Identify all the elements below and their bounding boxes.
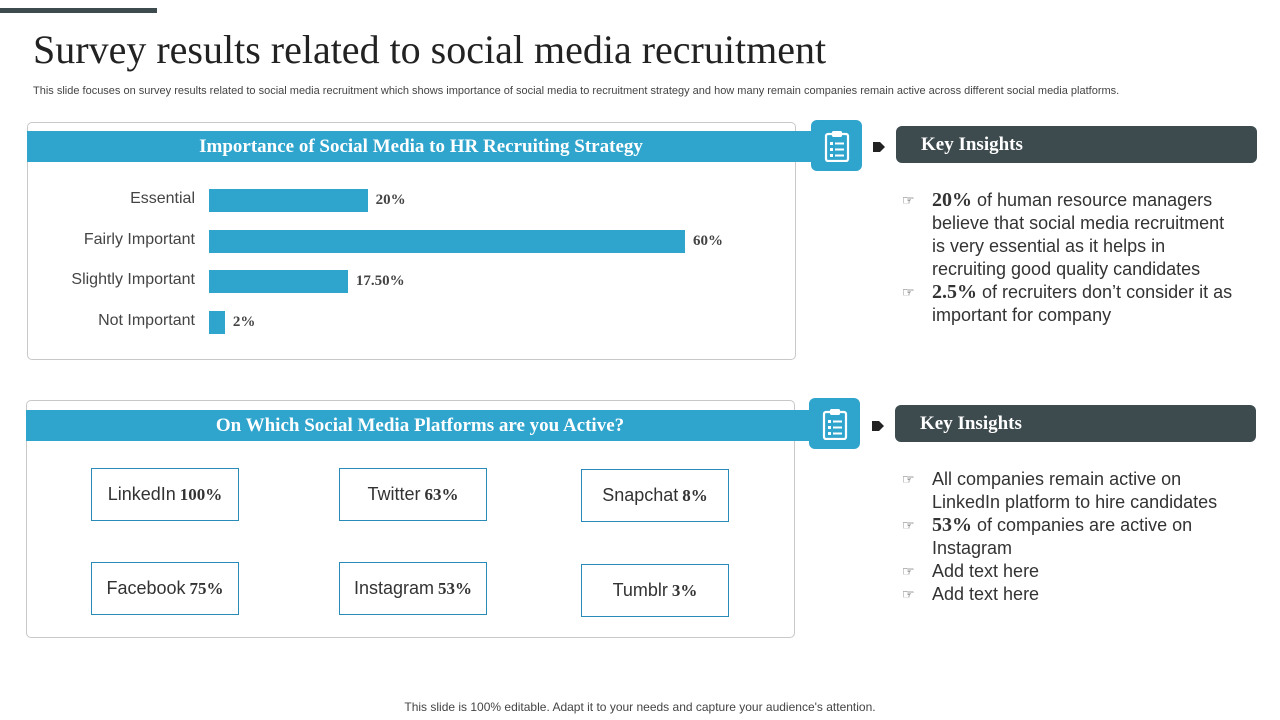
page-title: Survey results related to social media r… [33,27,827,72]
bar-value-label: 60% [693,232,723,249]
insight-item: ☞ Add text here [902,560,1242,583]
insight-text: of companies are active on Instagram [932,515,1193,558]
platform-value: 63% [424,484,459,504]
platform-value: 3% [671,580,698,600]
insight-item: ☞ Add text here [902,583,1242,606]
pointing-hand-icon: ☞ [902,192,915,208]
bar [209,310,225,334]
insight-item: ☞ 53% of companies are active on Instagra… [902,514,1242,560]
insight-highlight: 20% [932,189,972,211]
insight-highlight: 53% [932,514,972,536]
platform-box-facebook: Facebook 75% [91,562,239,615]
arrow-right-icon [873,142,885,152]
bar-value-label: 2% [232,313,256,330]
platform-name: Instagram [353,578,435,598]
platform-value: 53% [438,578,473,598]
insight-item: ☞ 2.5% of recruiters don’t consider it as… [902,281,1242,327]
platform-name: Facebook [106,578,186,598]
key-insights-heading-2: Key Insights [895,405,1256,442]
key-insights-heading-1: Key Insights [896,126,1257,163]
platform-name: Twitter [367,484,421,504]
pointing-hand-icon: ☞ [902,586,915,602]
pointing-hand-icon: ☞ [902,563,915,579]
pointing-hand-icon: ☞ [902,517,915,533]
page-subtitle: This slide focuses on survey results rel… [33,85,1120,97]
platform-box-instagram: Instagram 53% [339,562,487,615]
platform-box-tumblr: Tumblr 3% [581,564,729,617]
pointing-hand-icon: ☞ [902,471,915,487]
bar-category-label: Slightly Important [71,271,195,288]
insight-item: ☞ 20% of human resource managers believe … [902,189,1242,281]
importance-chart-banner: Importance of Social Media to HR Recruit… [27,131,815,162]
platform-value: 100% [179,484,223,504]
top-accent-bar [0,8,157,13]
insight-item: ☞ All companies remain active on LinkedIn… [902,468,1242,514]
platform-value: 75% [189,578,224,598]
bar-category-label: Not Important [98,311,195,329]
insight-text: Add text here [932,561,1040,581]
pointing-hand-icon: ☞ [902,284,915,300]
platform-box-twitter: Twitter 63% [339,468,487,521]
insight-text: of human resource managers believe that … [932,190,1225,279]
platforms-banner: On Which Social Media Platforms are you … [26,410,814,441]
insight-highlight: 2.5% [932,281,977,303]
clipboard-checklist-icon [811,120,862,171]
platform-name: Snapchat [602,485,679,505]
key-insights-list-1: ☞ 20% of human resource managers believe … [902,189,1242,327]
footer-note: This slide is 100% editable. Adapt it to… [404,700,876,714]
platform-box-snapchat: Snapchat 8% [581,469,729,522]
insight-text: Add text here [932,584,1040,604]
platform-value: 8% [682,485,708,505]
bar-value-label: 17.50% [355,273,405,289]
bar-category-label: Fairly Important [83,230,195,248]
bar [209,229,685,253]
platform-name: Tumblr [612,580,668,600]
insight-text: of recruiters don’t consider it as impor… [932,282,1233,325]
insight-text: All companies remain active on LinkedIn … [932,469,1218,512]
clipboard-checklist-icon [809,398,860,449]
bar-category-label: Essential [130,190,195,207]
bar [209,189,368,212]
platform-box-linkedin: LinkedIn 100% [91,468,239,521]
arrow-right-icon [872,421,884,431]
bar [209,270,348,293]
platform-name: LinkedIn [107,484,176,504]
key-insights-list-2: ☞ All companies remain active on LinkedIn… [902,468,1242,606]
bar-value-label: 20% [375,192,406,208]
